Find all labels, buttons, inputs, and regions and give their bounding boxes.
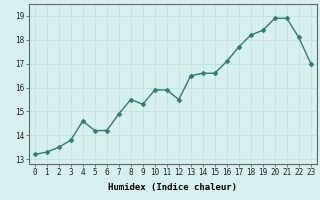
X-axis label: Humidex (Indice chaleur): Humidex (Indice chaleur)	[108, 183, 237, 192]
